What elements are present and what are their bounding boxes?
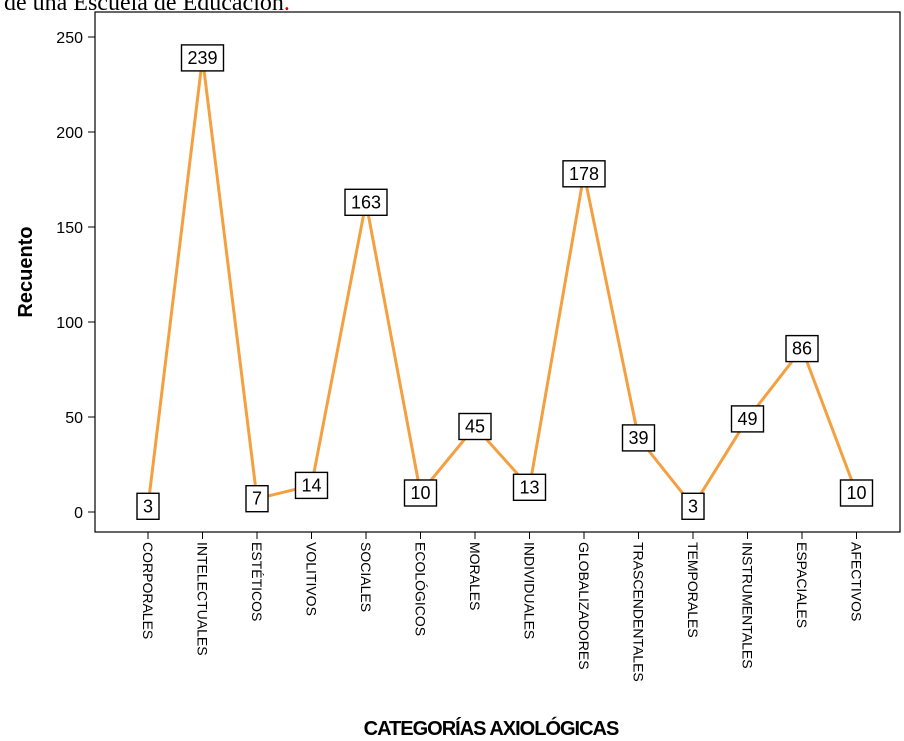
data-label-box — [730, 405, 765, 433]
data-label-box — [136, 492, 160, 520]
x-tick-label: CORPORALES — [140, 542, 156, 639]
x-tick-label: ECOLÓGICOS — [413, 542, 429, 636]
data-label-box — [294, 471, 329, 500]
y-tick-label: 50 — [65, 410, 83, 427]
y-tick-label: 100 — [56, 315, 83, 332]
y-tick-label: 0 — [74, 505, 83, 522]
x-tick-label: INDIVIDUALES — [522, 542, 538, 639]
data-label: 10 — [403, 479, 438, 507]
y-axis-title: Recuento — [15, 226, 37, 317]
x-tick-label: AFECTIVOS — [849, 542, 865, 621]
x-tick-label: INTELECTUALES — [195, 542, 211, 656]
data-label-text: 178 — [569, 164, 599, 184]
data-label-text: 86 — [792, 339, 812, 359]
x-tick-label: ESTÉTICOS — [249, 542, 265, 621]
x-tick-label: MORALES — [467, 542, 483, 610]
x-tick-label: ESPACIALES — [794, 542, 810, 628]
data-label: 163 — [344, 188, 388, 217]
data-label-box — [512, 473, 547, 501]
y-tick-label: 250 — [56, 30, 83, 47]
x-tick-label: INSTRUMENTALES — [740, 542, 756, 669]
data-label: 14 — [294, 471, 329, 500]
caption-mark: . — [283, 0, 290, 16]
data-label: 49 — [730, 405, 765, 433]
data-label-box — [458, 412, 492, 441]
data-label-box — [180, 44, 225, 72]
data-label-text: 45 — [465, 417, 485, 437]
y-axis: 0 50 100 150 200 250 — [56, 30, 95, 522]
data-label-box — [403, 479, 438, 507]
x-tick-label: TRASCENDENTALES — [631, 542, 647, 682]
data-label: 3 — [681, 492, 705, 520]
data-label-text: 14 — [301, 475, 321, 495]
data-label: 45 — [458, 412, 492, 441]
data-label-text: 39 — [628, 428, 648, 448]
x-tick-label: GLOBALIZADORES — [576, 542, 592, 670]
y-tick-label: 150 — [56, 220, 83, 237]
data-label: 39 — [621, 424, 656, 452]
data-label-text: 7 — [252, 489, 262, 509]
plot-frame — [94, 11, 901, 533]
data-label: 13 — [512, 473, 547, 501]
data-label: 239 — [180, 44, 225, 72]
y-tick-label: 200 — [56, 125, 83, 142]
data-label-text: 3 — [688, 496, 698, 516]
data-label-text: 239 — [187, 48, 217, 68]
series-line-group — [146, 57, 858, 509]
data-label-text: 10 — [410, 483, 430, 503]
data-label-text: 49 — [737, 409, 757, 429]
data-label-text: 163 — [351, 192, 381, 212]
x-tick-label: TEMPORALES — [685, 542, 701, 638]
data-label: 7 — [245, 485, 269, 513]
data-label: 10 — [839, 479, 874, 507]
x-tick-label: SOCIALES — [358, 542, 374, 612]
data-label-box — [785, 334, 819, 363]
x-tick-label: VOLITIVOS — [304, 542, 320, 616]
x-axis-title: CATEGORÍAS AXIOLÓGICAS — [364, 716, 619, 740]
data-label-box — [681, 492, 705, 520]
x-axis: CORPORALES INTELECTUALES ESTÉTICOS VOLITIVO… — [140, 532, 865, 682]
data-label-box — [245, 485, 269, 513]
data-labels: 3 239 7 14 163 10 45 13 178 39 3 49 86 10 — [136, 44, 874, 520]
data-label-text: 3 — [143, 496, 153, 516]
data-label-box — [562, 160, 606, 188]
data-label-box — [839, 479, 874, 507]
plot-border — [94, 11, 901, 533]
data-label-text: 13 — [519, 477, 539, 497]
data-label: 178 — [562, 160, 606, 188]
data-label-box — [344, 188, 388, 217]
data-label-box — [621, 424, 656, 452]
data-label: 3 — [136, 492, 160, 520]
data-label: 86 — [785, 334, 819, 363]
series-line — [146, 57, 858, 509]
data-label-text: 10 — [846, 483, 866, 503]
